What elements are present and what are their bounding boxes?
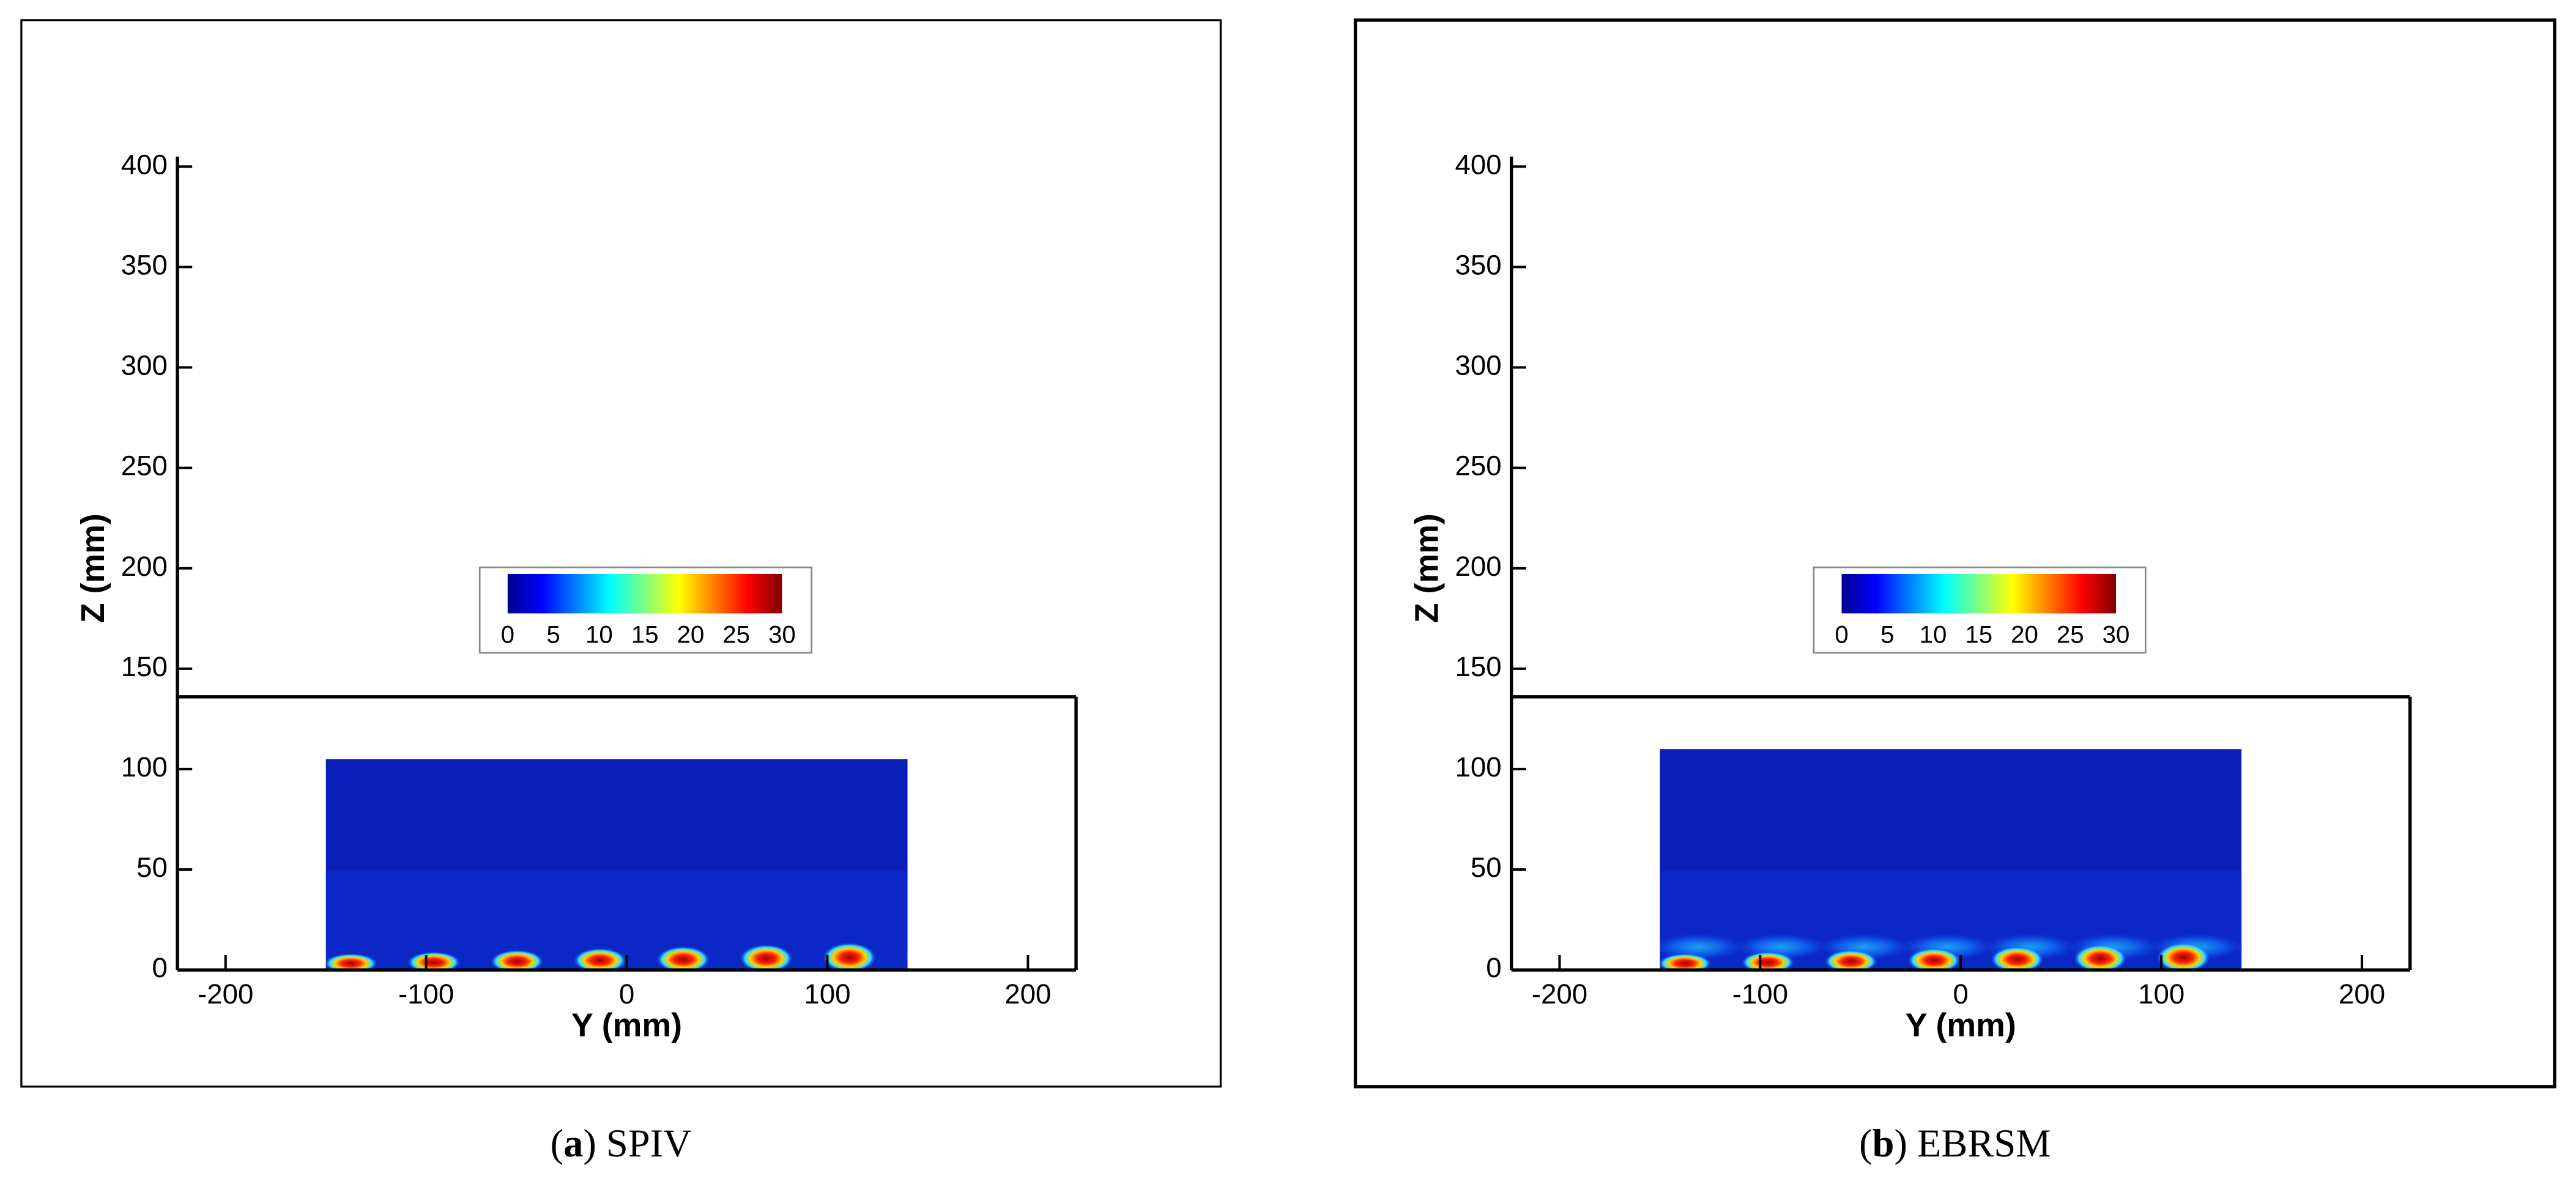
x-tick-label: -100 <box>1732 978 1788 1010</box>
x-tick-label: 200 <box>1004 978 1051 1010</box>
colorbar-tick-label: 15 <box>1965 621 1992 649</box>
y-tick-label: 300 <box>1455 350 1501 381</box>
jet-core <box>407 951 461 970</box>
jet-core <box>1824 950 1878 970</box>
caption: (b) EBRSM <box>1859 1122 2051 1165</box>
x-axis-title: Y (mm) <box>1906 1007 2016 1043</box>
jet-core <box>2240 951 2242 962</box>
y-tick-label: 250 <box>121 450 168 482</box>
jet-core <box>573 948 627 970</box>
y-tick-label: 0 <box>1486 952 1501 983</box>
colorbar-tick-label: 10 <box>1920 621 1947 649</box>
jet-core <box>823 942 876 970</box>
colorbar-tick-label: 5 <box>546 621 560 649</box>
y-tick-label: 300 <box>121 350 168 381</box>
y-axis-title: Z (mm) <box>75 513 111 623</box>
y-tick-label: 400 <box>1455 149 1501 180</box>
jet-core <box>1991 946 2044 970</box>
jet-core <box>325 953 377 970</box>
jet-core <box>1907 948 1961 970</box>
x-tick-label: 0 <box>619 978 634 1010</box>
x-tick-label: 0 <box>1953 978 1969 1010</box>
jet-core <box>740 944 793 970</box>
caption-part: a <box>563 1122 583 1165</box>
colorbar-tick-label: 20 <box>2011 621 2038 649</box>
colorbar-tick-label: 25 <box>722 621 750 649</box>
caption-part: b <box>1873 1122 1895 1165</box>
y-tick-label: 200 <box>1455 551 1501 582</box>
y-axis-title: Z (mm) <box>1409 513 1446 623</box>
panel-frame <box>1353 18 2556 1089</box>
x-tick-label: -100 <box>398 978 454 1010</box>
colorbar-tick-label: 0 <box>501 621 514 649</box>
x-tick-label: -200 <box>198 978 253 1010</box>
jet-core <box>2073 944 2127 970</box>
colorbar-tick-label: 25 <box>2057 621 2084 649</box>
colorbar-tick-label: 0 <box>1835 621 1848 649</box>
caption-part: ( <box>1859 1122 1872 1165</box>
field-content <box>325 759 908 970</box>
y-tick-label: 100 <box>1455 751 1501 783</box>
jet-wake <box>1660 934 1744 961</box>
y-tick-label: 0 <box>152 952 168 983</box>
colorbar <box>1841 573 2117 614</box>
x-tick-label: 100 <box>2138 978 2184 1010</box>
y-tick-label: 150 <box>1455 651 1501 682</box>
colorbar-tick-label: 30 <box>768 621 796 649</box>
caption-part: ) EBRSM <box>1894 1122 2051 1165</box>
colorbar-tick-label: 30 <box>2103 621 2130 649</box>
colorbar-tick-label: 10 <box>585 621 613 649</box>
caption-part: ( <box>551 1122 563 1165</box>
jet-core <box>2156 942 2210 970</box>
colorbar-tick-label: 20 <box>677 621 704 649</box>
x-tick-label: 200 <box>2339 978 2385 1010</box>
caption: (a) SPIV <box>551 1122 692 1165</box>
y-tick-label: 250 <box>1455 450 1501 482</box>
y-tick-label: 350 <box>121 249 168 280</box>
x-tick-label: 100 <box>804 978 850 1010</box>
contour-field <box>1660 749 2242 970</box>
jet-wake <box>2233 939 2242 955</box>
y-tick-label: 200 <box>121 551 168 582</box>
x-axis-title: Y (mm) <box>571 1007 682 1043</box>
colorbar <box>507 573 782 614</box>
y-tick-label: 50 <box>136 852 168 883</box>
panel-frame <box>20 19 1222 1088</box>
jet-core <box>1660 953 1712 970</box>
colorbar-tick-label: 5 <box>1880 621 1894 649</box>
y-tick-label: 50 <box>1471 852 1502 883</box>
jet-core <box>490 950 544 970</box>
contour-field <box>325 759 908 970</box>
jet-core <box>1741 951 1795 970</box>
x-tick-label: -200 <box>1532 978 1587 1010</box>
jet-core <box>656 946 710 970</box>
y-tick-label: 350 <box>1455 249 1501 280</box>
caption-part: ) SPIV <box>583 1122 691 1165</box>
colorbar-tick-label: 15 <box>631 621 659 649</box>
jet-core <box>905 951 908 962</box>
field-content <box>1660 749 2242 970</box>
y-tick-label: 150 <box>121 651 168 682</box>
y-tick-label: 400 <box>121 149 168 180</box>
y-tick-label: 100 <box>121 751 168 783</box>
